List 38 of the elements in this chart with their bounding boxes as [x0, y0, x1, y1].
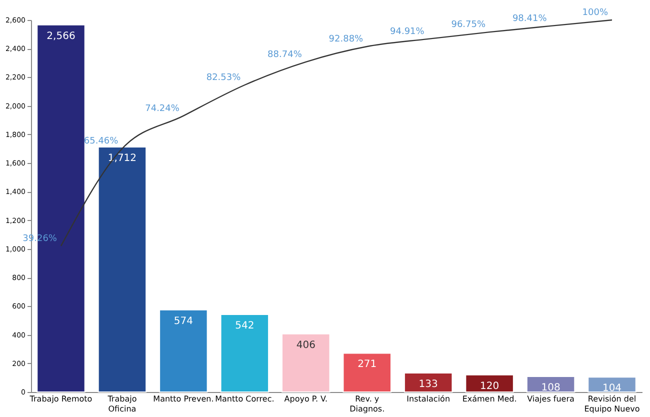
- data-label: 271: [358, 359, 377, 370]
- data-label: 1,712: [108, 153, 137, 164]
- data-label: 542: [235, 320, 254, 332]
- x-tick-label: Instalación: [406, 394, 450, 404]
- x-tick-label: Exámen Med.: [462, 394, 517, 404]
- data-label: 74.24%: [145, 104, 180, 114]
- bar: [282, 333, 330, 392]
- data-label: 104: [602, 383, 622, 394]
- data-label: 406: [296, 340, 316, 351]
- data-label: 65.46%: [84, 136, 119, 146]
- bar: [159, 309, 208, 392]
- data-label: 108: [541, 382, 560, 394]
- x-tick-label: Trabajo Remoto: [28, 394, 92, 404]
- x-tick-label: Viajes fuera: [527, 394, 575, 404]
- x-tick-label: Mantto Correc.: [215, 394, 274, 404]
- bar: [404, 372, 453, 392]
- bar: [526, 376, 576, 392]
- data-label: 92.88%: [328, 34, 364, 44]
- data-label: 133: [418, 378, 438, 390]
- x-tick-label: Trabajo Oficina: [106, 394, 137, 414]
- data-label: 100%: [582, 8, 608, 18]
- data-label: 2,566: [46, 30, 76, 42]
- data-label: 94.91%: [390, 26, 425, 37]
- x-tick-label: Apoyo P. V.: [284, 394, 328, 404]
- bar: [465, 374, 514, 392]
- data-label: 98.41%: [512, 14, 548, 24]
- x-tick-label: Revisión del Equipo Nuevo: [584, 394, 640, 414]
- bar: [220, 314, 270, 392]
- data-label: 574: [174, 316, 193, 327]
- bar: [98, 146, 147, 392]
- data-label: 82.53%: [206, 72, 242, 83]
- bar: [342, 352, 392, 392]
- bar: [588, 376, 636, 392]
- data-label: 120: [480, 380, 500, 392]
- x-tick-label: Rev. y Diagnos.: [350, 394, 385, 414]
- data-label: 96.75%: [451, 20, 486, 30]
- data-label: 88.74%: [268, 50, 302, 60]
- x-tick-label: Mantto Preven.: [153, 394, 214, 404]
